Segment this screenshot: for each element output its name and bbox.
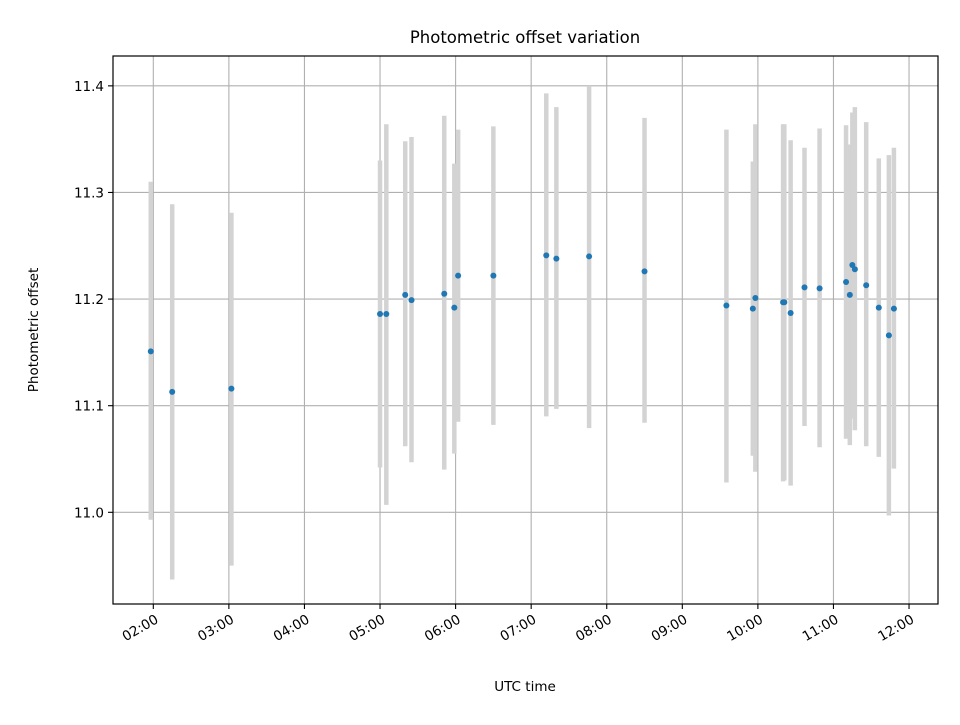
data-point (801, 284, 808, 291)
plot-frame (112, 55, 939, 605)
data-point (553, 255, 560, 262)
data-point (723, 302, 730, 309)
data-point (641, 268, 648, 275)
data-point (402, 291, 409, 298)
y-axis-label: Photometric offset (26, 268, 42, 392)
data-point (890, 305, 897, 312)
data-point (377, 311, 384, 318)
y-tick-label: 11.0 (74, 505, 104, 521)
y-tick-label: 11.2 (74, 292, 104, 308)
data-point (749, 305, 756, 312)
data-point (752, 295, 759, 302)
data-point (383, 311, 390, 318)
data-point (586, 253, 593, 260)
y-tick-label: 11.3 (74, 185, 104, 201)
chart-title: Photometric offset variation (410, 28, 640, 47)
data-point (543, 252, 550, 259)
data-point (846, 291, 853, 298)
data-point (885, 332, 892, 339)
data-point (851, 266, 858, 273)
data-point (228, 385, 235, 392)
data-point (863, 282, 870, 289)
x-axis-label: UTC time (494, 679, 556, 695)
data-point (147, 348, 154, 355)
data-points (147, 252, 897, 395)
data-point (816, 285, 823, 292)
data-point (451, 304, 458, 311)
data-point (875, 304, 882, 311)
data-point (408, 297, 415, 304)
data-point (787, 309, 794, 316)
data-point (455, 272, 462, 279)
y-tick-label: 11.4 (74, 79, 104, 95)
data-point (441, 290, 448, 297)
data-point (843, 279, 850, 286)
y-tick-label: 11.1 (74, 399, 104, 415)
data-point (169, 388, 176, 395)
data-point (781, 299, 788, 306)
data-point (490, 272, 497, 279)
